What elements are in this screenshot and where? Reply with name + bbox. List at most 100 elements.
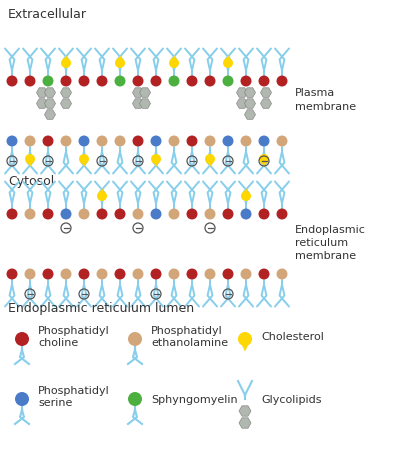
Circle shape	[276, 209, 288, 220]
Text: Extracellular: Extracellular	[8, 8, 87, 21]
Circle shape	[114, 76, 126, 87]
Circle shape	[96, 76, 108, 87]
Text: Endoplasmic
reticulum
membrane: Endoplasmic reticulum membrane	[295, 224, 366, 261]
Circle shape	[276, 136, 288, 147]
Circle shape	[114, 136, 126, 147]
Circle shape	[186, 209, 198, 220]
Polygon shape	[170, 56, 178, 64]
Circle shape	[169, 59, 179, 69]
Circle shape	[222, 136, 234, 147]
Circle shape	[6, 76, 18, 87]
Circle shape	[168, 209, 180, 220]
Circle shape	[240, 76, 252, 87]
Circle shape	[240, 136, 252, 147]
Circle shape	[15, 392, 29, 406]
Circle shape	[276, 269, 288, 280]
Polygon shape	[239, 339, 251, 352]
Circle shape	[186, 269, 198, 280]
Circle shape	[61, 59, 71, 69]
Polygon shape	[62, 56, 70, 64]
Circle shape	[223, 59, 233, 69]
Circle shape	[97, 191, 107, 202]
Polygon shape	[206, 160, 214, 168]
Circle shape	[60, 76, 72, 87]
Circle shape	[132, 209, 144, 220]
Circle shape	[96, 269, 108, 280]
Text: Cytosol: Cytosol	[8, 174, 54, 188]
Circle shape	[258, 76, 270, 87]
Polygon shape	[242, 189, 250, 196]
Circle shape	[168, 76, 180, 87]
Circle shape	[115, 59, 125, 69]
Circle shape	[259, 155, 269, 165]
Polygon shape	[260, 160, 268, 168]
Circle shape	[150, 76, 162, 87]
Circle shape	[42, 209, 54, 220]
Circle shape	[24, 209, 36, 220]
Polygon shape	[152, 160, 160, 168]
Circle shape	[42, 136, 54, 147]
Text: Sphyngomyelin: Sphyngomyelin	[151, 394, 238, 404]
Circle shape	[168, 269, 180, 280]
Circle shape	[258, 269, 270, 280]
Circle shape	[258, 209, 270, 220]
Circle shape	[128, 332, 142, 346]
Circle shape	[204, 269, 216, 280]
Text: Glycolipids: Glycolipids	[261, 394, 322, 404]
Circle shape	[25, 155, 35, 165]
Circle shape	[168, 136, 180, 147]
Circle shape	[78, 209, 90, 220]
Circle shape	[222, 269, 234, 280]
Circle shape	[240, 269, 252, 280]
Circle shape	[96, 209, 108, 220]
Circle shape	[96, 136, 108, 147]
Circle shape	[24, 269, 36, 280]
Text: Plasma
membrane: Plasma membrane	[295, 88, 356, 112]
Polygon shape	[98, 189, 106, 196]
Circle shape	[276, 76, 288, 87]
Circle shape	[132, 269, 144, 280]
Circle shape	[222, 76, 234, 87]
Polygon shape	[116, 56, 124, 64]
Circle shape	[79, 155, 89, 165]
Circle shape	[60, 269, 72, 280]
Circle shape	[42, 76, 54, 87]
Circle shape	[24, 76, 36, 87]
Circle shape	[42, 269, 54, 280]
Circle shape	[204, 76, 216, 87]
Circle shape	[6, 209, 18, 220]
Circle shape	[150, 209, 162, 220]
Circle shape	[24, 136, 36, 147]
Circle shape	[186, 76, 198, 87]
Polygon shape	[80, 160, 88, 168]
Circle shape	[151, 155, 161, 165]
Polygon shape	[224, 56, 232, 64]
Circle shape	[114, 269, 126, 280]
Polygon shape	[26, 160, 34, 168]
Circle shape	[128, 392, 142, 406]
Circle shape	[78, 136, 90, 147]
Circle shape	[238, 332, 252, 346]
Circle shape	[241, 191, 251, 202]
Circle shape	[150, 136, 162, 147]
Text: Phosphatidyl
choline: Phosphatidyl choline	[38, 325, 110, 347]
Circle shape	[186, 136, 198, 147]
Text: Endoplasmic reticulum lumen: Endoplasmic reticulum lumen	[8, 302, 194, 314]
Text: Cholesterol: Cholesterol	[261, 331, 324, 341]
Circle shape	[150, 269, 162, 280]
Circle shape	[222, 209, 234, 220]
Circle shape	[114, 209, 126, 220]
Circle shape	[204, 209, 216, 220]
Circle shape	[60, 209, 72, 220]
Circle shape	[204, 136, 216, 147]
Circle shape	[15, 332, 29, 346]
Circle shape	[60, 136, 72, 147]
Circle shape	[78, 269, 90, 280]
Text: Phosphatidyl
serine: Phosphatidyl serine	[38, 385, 110, 407]
Circle shape	[240, 209, 252, 220]
Circle shape	[258, 136, 270, 147]
Circle shape	[78, 76, 90, 87]
Circle shape	[205, 155, 215, 165]
Circle shape	[6, 269, 18, 280]
Circle shape	[6, 136, 18, 147]
